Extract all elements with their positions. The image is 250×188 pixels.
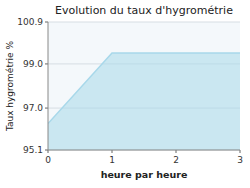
line (48, 53, 240, 124)
y-tick-label: 97.0 (23, 103, 43, 113)
grid-line (48, 22, 240, 23)
area (48, 53, 240, 150)
chart-container: 95.1 97.0 99.0 100.9 0 1 2 3 Evolution du taux d… (0, 0, 250, 188)
grid-line (48, 150, 240, 151)
plot-background (48, 22, 240, 150)
x-tick-label: 1 (109, 155, 115, 165)
x-tick-label: 0 (45, 155, 51, 165)
title: Evolution du taux d'hygrométrie (55, 4, 233, 17)
plot-area (48, 53, 240, 150)
x-tick-label: 3 (237, 155, 243, 165)
chart-svg: 95.1 97.0 99.0 100.9 0 1 2 3 Evolution du taux d… (0, 0, 250, 188)
page: {"chart_data": {"type": "area", "title":… (0, 0, 250, 188)
y-tick-label: 95.1 (23, 145, 43, 155)
y-tick-label: 99.0 (23, 59, 43, 69)
y-axis-label: Taux hygrométrie % (5, 40, 15, 132)
x-tick-label: 2 (173, 155, 179, 165)
y-axis-line (48, 22, 49, 150)
y-tick-label: 100.9 (17, 17, 43, 27)
x-axis-line (48, 150, 240, 151)
x-axis-label: heure par heure (101, 169, 188, 180)
